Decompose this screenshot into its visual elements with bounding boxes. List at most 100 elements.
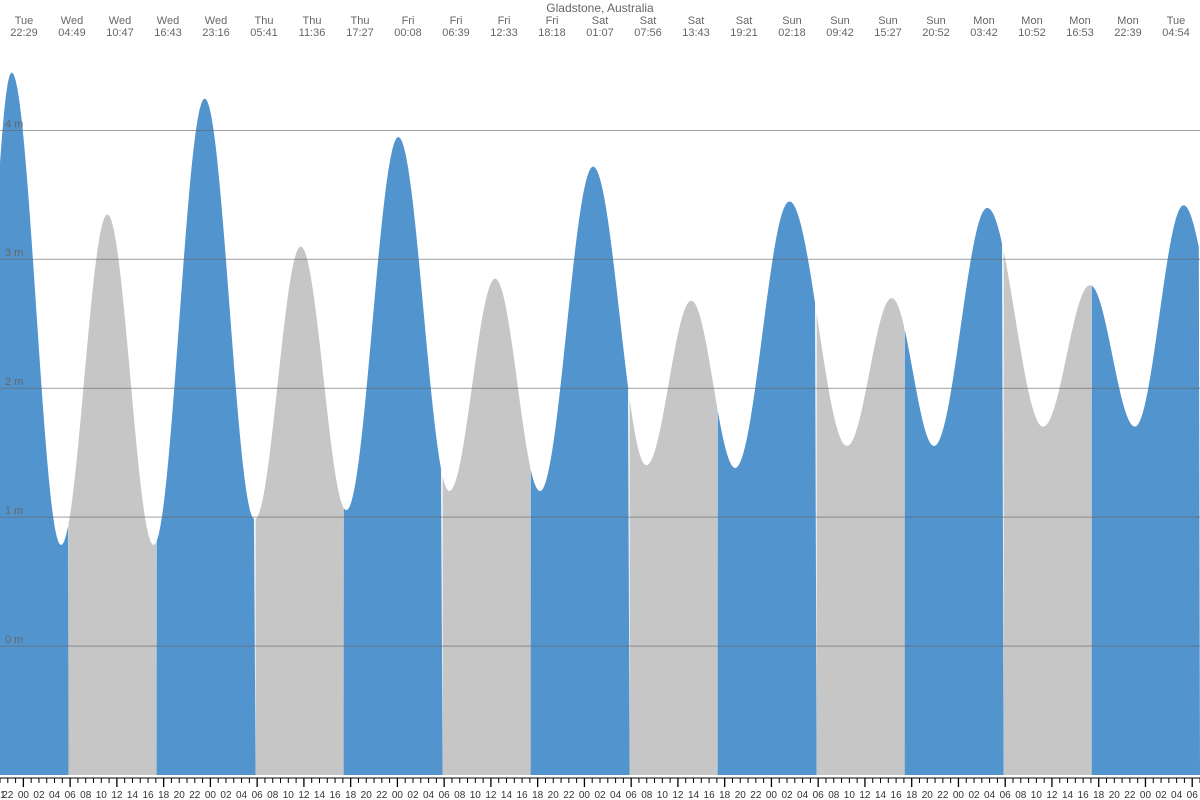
header-time: 15:27 [874,27,902,39]
header-time: 07:56 [634,27,662,39]
x-axis-label: 04 [423,790,435,800]
header-time: 22:29 [10,27,38,39]
x-axis-label: 08 [454,790,466,800]
x-axis-label: 16 [517,790,529,800]
x-axis-label: 14 [688,790,700,800]
header-time: 19:21 [730,27,758,39]
x-axis-label: 06 [439,790,451,800]
header-day: Sat [640,15,657,27]
x-axis-label: 14 [501,790,513,800]
x-axis-label: 22 [1124,790,1136,800]
chart-title: Gladstone, Australia [546,1,654,15]
x-axis-label: 00 [1140,790,1152,800]
y-axis-label: 1 m [5,505,23,517]
header-time: 11:36 [299,27,326,39]
header-day: Thu [303,15,322,27]
header-day: Sat [736,15,753,27]
x-axis-label: 14 [875,790,887,800]
x-axis-label: 10 [96,790,108,800]
x-axis-label: 22 [563,790,575,800]
x-axis-label: 00 [392,790,404,800]
y-axis-label: 2 m [5,376,23,388]
x-axis-label: 18 [345,790,357,800]
x-axis-label: 20 [922,790,934,800]
x-axis-label: 08 [828,790,840,800]
x-axis-label: 02 [220,790,232,800]
header-day: Sun [926,15,946,27]
x-axis-label: 00 [579,790,591,800]
x-axis-label: 10 [844,790,856,800]
header-day: Thu [351,15,370,27]
x-axis-label: 16 [1078,790,1090,800]
header-time: 12:33 [490,27,518,39]
x-axis-label: 04 [49,790,61,800]
header-day: Tue [15,15,34,27]
y-axis-label: 3 m [5,247,23,259]
header-time: 04:54 [1162,27,1190,39]
header-time: 13:43 [682,27,710,39]
x-axis-label: 12 [859,790,871,800]
header-day: Wed [109,15,131,27]
tide-chart-svg: 0 m1 m2 m3 m4 mGladstone, AustraliaTue22… [0,0,1200,800]
header-time: 23:16 [202,27,230,39]
x-axis-label: 02 [1155,790,1167,800]
x-axis-label: 16 [142,790,154,800]
header-day: Mon [1069,15,1090,27]
header-day: Fri [546,15,559,27]
x-axis-label: 22 [189,790,201,800]
header-day: Sun [782,15,802,27]
header-time: 00:08 [394,27,422,39]
x-axis-label: 04 [984,790,996,800]
header-day: Sat [592,15,609,27]
header-time: 18:18 [538,27,566,39]
header-day: Mon [973,15,994,27]
x-axis-label: 12 [298,790,310,800]
header-day: Wed [157,15,179,27]
header-day: Wed [61,15,83,27]
header-time: 17:27 [346,27,374,39]
y-axis-label: 0 m [5,634,23,646]
x-axis-label: 08 [1015,790,1027,800]
x-axis-label: 14 [127,790,139,800]
header-day: Mon [1117,15,1138,27]
x-axis-label: 04 [797,790,809,800]
header-time: 16:43 [154,27,182,39]
x-axis-label: 04 [1171,790,1183,800]
x-axis-label: 06 [626,790,638,800]
x-axis-label: 18 [532,790,544,800]
x-axis-label: 02 [781,790,793,800]
x-axis-label: 10 [1031,790,1043,800]
x-axis-label: 12 [672,790,684,800]
x-axis-label: 02 [407,790,419,800]
header-time: 02:18 [778,27,806,39]
x-axis-label: 18 [158,790,170,800]
x-axis-label: 22 [2,790,14,800]
header-day: Sun [830,15,850,27]
x-axis-label: 22 [376,790,388,800]
x-axis-label: 06 [252,790,264,800]
header-time: 03:42 [970,27,998,39]
x-axis-label: 20 [1109,790,1121,800]
header-time: 06:39 [442,27,470,39]
x-axis-label: 02 [594,790,606,800]
x-axis-label: 20 [174,790,186,800]
y-axis-label: 4 m [5,118,23,130]
x-axis-label: 18 [719,790,731,800]
header-time: 22:39 [1114,27,1142,39]
header-time: 10:47 [106,27,134,39]
header-day: Fri [498,15,511,27]
x-axis-label: 10 [283,790,295,800]
x-axis-label: 04 [236,790,248,800]
header-day: Mon [1021,15,1042,27]
x-axis-label: 16 [330,790,342,800]
x-axis-label: 12 [1046,790,1058,800]
x-axis-label: 00 [766,790,778,800]
x-axis-label: 08 [641,790,653,800]
x-axis-label: 10 [470,790,482,800]
x-axis-label: 22 [937,790,949,800]
x-axis-label: 20 [361,790,373,800]
header-day: Fri [402,15,415,27]
x-axis-label: 14 [1062,790,1074,800]
x-axis-label: 06 [65,790,77,800]
header-day: Wed [205,15,227,27]
